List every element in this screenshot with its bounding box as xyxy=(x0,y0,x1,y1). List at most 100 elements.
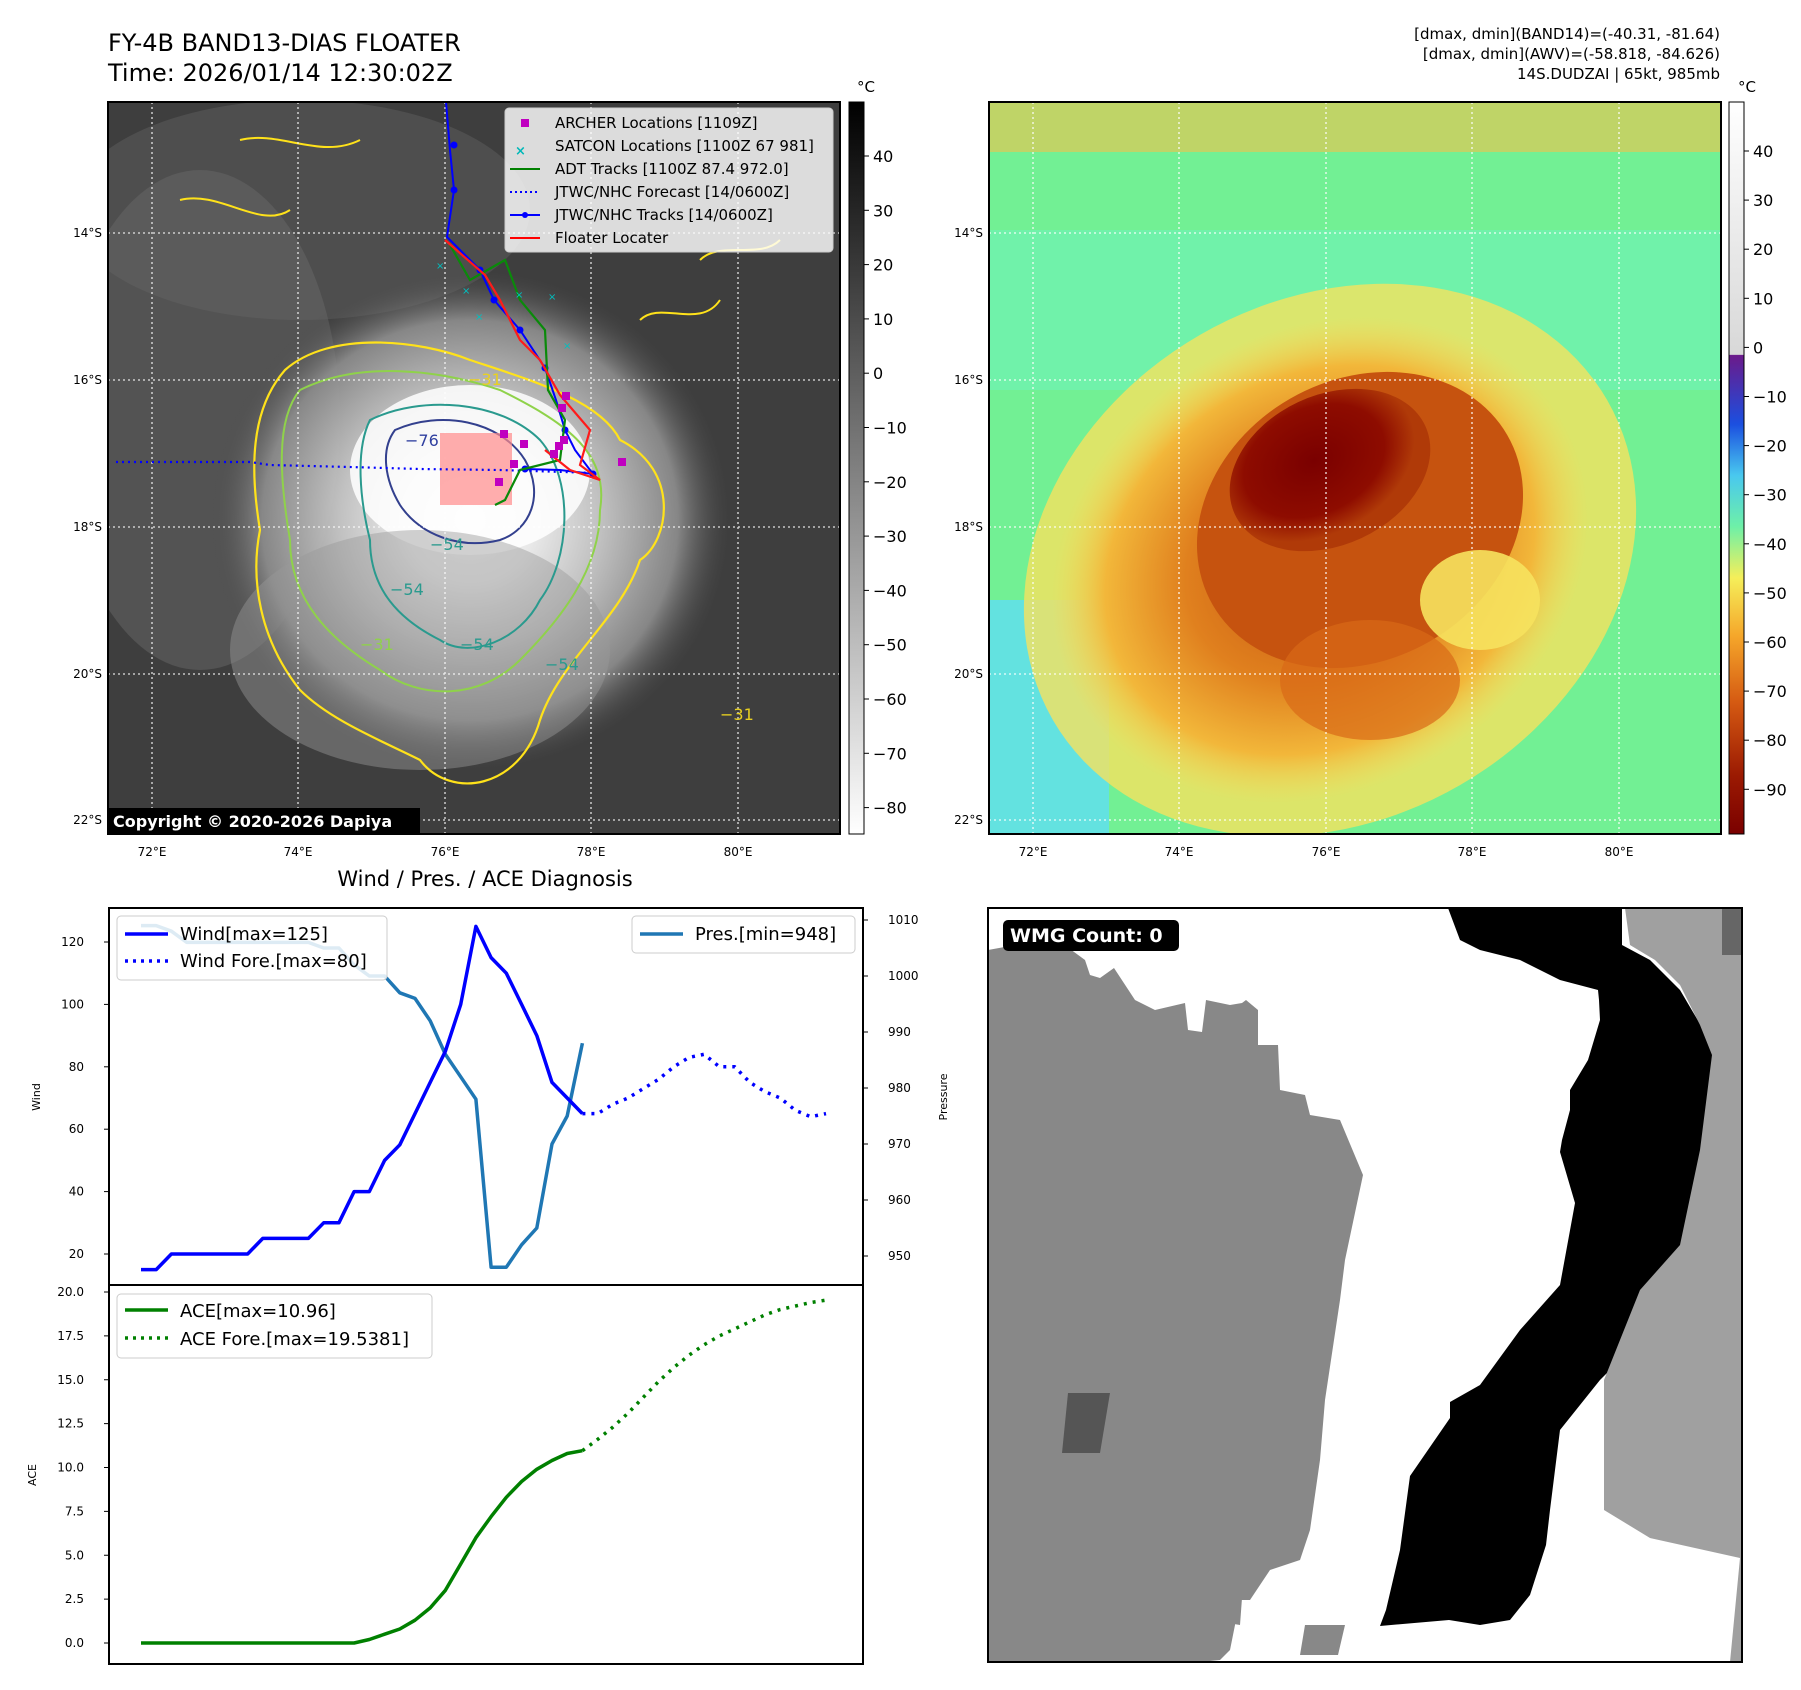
archer-legend-marker xyxy=(521,119,529,127)
jtwc-track-line xyxy=(445,102,596,476)
ace-tick-label: 10.0 xyxy=(57,1461,84,1475)
wind-series-line xyxy=(141,924,584,1272)
colorbar-unit: °C xyxy=(857,78,875,96)
ace-legend-label: ACE[max=10.96] xyxy=(180,1301,336,1322)
colorbar-tick-label: −40 xyxy=(873,581,907,600)
colorbar-tick-label: 30 xyxy=(873,201,893,220)
pressure-tick-label: 990 xyxy=(888,1025,911,1039)
pressure-tick-label: 970 xyxy=(888,1137,911,1151)
contour-label: −54 xyxy=(460,635,494,654)
colorbar-tick-label: −90 xyxy=(1753,780,1787,799)
contour-label: −76 xyxy=(405,431,439,450)
wind-tick-label: 80 xyxy=(69,1060,84,1074)
lon-tick: 80°E xyxy=(1605,845,1634,859)
ace-tick-label: 2.5 xyxy=(65,1592,84,1606)
lat-tick: 20°S xyxy=(73,667,102,681)
wind-tick-label: 120 xyxy=(61,935,84,949)
colorbar-tick-label: 40 xyxy=(873,147,893,166)
awv-colorbar: °C 40 30 20 10 0 −10 −20 −30 −40 −50 −60 −70 −80 −90 xyxy=(1728,78,1787,835)
wmg-black-region xyxy=(1380,908,1730,1626)
wmg-count-badge xyxy=(1003,920,1179,951)
legend-floater: Floater Locater xyxy=(555,229,669,247)
ace-tick-label: 15.0 xyxy=(57,1373,84,1387)
wmg-count-label: WMG Count: 0 xyxy=(1010,925,1163,947)
floater-locater-line xyxy=(444,239,601,482)
colorbar-tick-label: −50 xyxy=(873,636,907,655)
ace-chart: ACE 0.0 2.5 5.0 7.5 10.0 12.5 15.0 17.5 20.0 ACE… xyxy=(26,1284,864,1665)
lat-tick: 14°S xyxy=(73,226,102,240)
pressure-tick-label: 1000 xyxy=(888,969,919,983)
lat-tick: 16°S xyxy=(73,373,102,387)
contour-label: −54 xyxy=(390,580,424,599)
pressure-legend-label: Pres.[min=948] xyxy=(695,924,836,945)
lon-tick: 76°E xyxy=(1312,845,1341,859)
wind-axis-label: Wind xyxy=(30,1083,43,1111)
ace-tick-label: 7.5 xyxy=(65,1504,84,1518)
contour-label: −31 xyxy=(468,370,502,389)
colorbar-tick-label: 30 xyxy=(1753,191,1773,210)
colorbar-unit: °C xyxy=(1738,78,1756,96)
wind-legend-label: Wind[max=125] xyxy=(180,924,328,945)
storm-info: 14S.DUDZAI | 65kt, 985mb xyxy=(1517,65,1720,83)
colorbar-tick-label: −40 xyxy=(1753,535,1787,554)
ace-tick-label: 5.0 xyxy=(65,1548,84,1562)
lon-tick: 74°E xyxy=(1165,845,1194,859)
ir-map-panel: × × × × × × −76 −31 −54 −54 −54 −31 −31 −54 C… xyxy=(73,78,907,859)
colorbar-tick-label: −70 xyxy=(873,744,907,763)
lat-tick: 22°S xyxy=(954,813,983,827)
colorbar-tick-label: 0 xyxy=(873,364,883,383)
colorbar-tick-label: −30 xyxy=(1753,486,1787,505)
lat-tick: 22°S xyxy=(73,813,102,827)
pressure-axis-label: Pressure xyxy=(937,1073,950,1120)
colorbar-tick-label: −60 xyxy=(873,690,907,709)
ace-series-line xyxy=(141,1448,583,1645)
svg-text:×: × xyxy=(475,312,483,323)
svg-text:×: × xyxy=(563,341,571,352)
colorbar-tick-label: −80 xyxy=(873,799,907,818)
contour-label: −31 xyxy=(360,635,394,654)
legend-forecast: JTWC/NHC Forecast [14/0600Z] xyxy=(554,183,789,201)
contour-label: −31 xyxy=(720,705,754,724)
svg-text:×: × xyxy=(436,261,444,272)
colorbar-tick-label: 20 xyxy=(873,256,893,275)
wind-tick-label: 60 xyxy=(69,1122,84,1136)
ace-axis-label: ACE xyxy=(26,1464,39,1486)
colorbar-tick-label: −70 xyxy=(1753,682,1787,701)
wind-forecast-series-line xyxy=(582,1052,827,1119)
wind-fore-legend-label: Wind Fore.[max=80] xyxy=(180,951,367,972)
colorbar-tick-label: 0 xyxy=(1753,338,1763,357)
lon-tick: 74°E xyxy=(284,845,313,859)
colorbar-tick-label: 10 xyxy=(1753,289,1773,308)
pressure-tick-label: 960 xyxy=(888,1193,911,1207)
legend-adt: ADT Tracks [1100Z 87.4 972.0] xyxy=(555,160,789,178)
lat-tick: 14°S xyxy=(954,226,983,240)
pressure-tick-label: 1010 xyxy=(888,913,919,927)
lon-tick: 78°E xyxy=(577,845,606,859)
pressure-tick-label: 980 xyxy=(888,1081,911,1095)
colorbar-tick-label: 10 xyxy=(873,310,893,329)
lat-tick: 16°S xyxy=(954,373,983,387)
copyright-label: Copyright © 2020-2026 Dapiya xyxy=(113,812,392,831)
wind-tick-label: 20 xyxy=(69,1247,84,1261)
jtwc-forecast-line xyxy=(116,460,596,475)
wind-tick-label: 100 xyxy=(61,997,84,1011)
lon-tick: 76°E xyxy=(431,845,460,859)
wind-pressure-chart: Wind Pressure 20 40 60 80 100 120 950 960 970 98… xyxy=(30,907,950,1286)
pressure-legend: Pres.[min=948] xyxy=(631,915,856,954)
ace-fore-legend-label: ACE Fore.[max=19.5381] xyxy=(180,1329,409,1350)
wmg-lightgray-region xyxy=(1604,908,1742,1662)
colorbar-tick-label: 20 xyxy=(1753,240,1773,259)
colorbar-tick-label: 40 xyxy=(1753,142,1773,161)
wind-legend: Wind[max=125] Wind Fore.[max=80] xyxy=(116,915,388,981)
legend-archer: ARCHER Locations [1109Z] xyxy=(555,114,758,132)
lat-tick: 20°S xyxy=(954,667,983,681)
pressure-tick-label: 950 xyxy=(888,1249,911,1263)
awv-map-panel: 72°E 74°E 76°E 78°E 80°E 14°S 16°S 18°S … xyxy=(954,78,1787,859)
contour-label: −54 xyxy=(430,535,464,554)
colorbar-tick-label: −80 xyxy=(1753,731,1787,750)
lat-tick: 18°S xyxy=(73,520,102,534)
map-legend: × ARCHER Locations [1109Z] SATCON Locati… xyxy=(504,107,834,253)
contour-label: −54 xyxy=(545,655,579,674)
colorbar-tick-label: −60 xyxy=(1753,633,1787,652)
